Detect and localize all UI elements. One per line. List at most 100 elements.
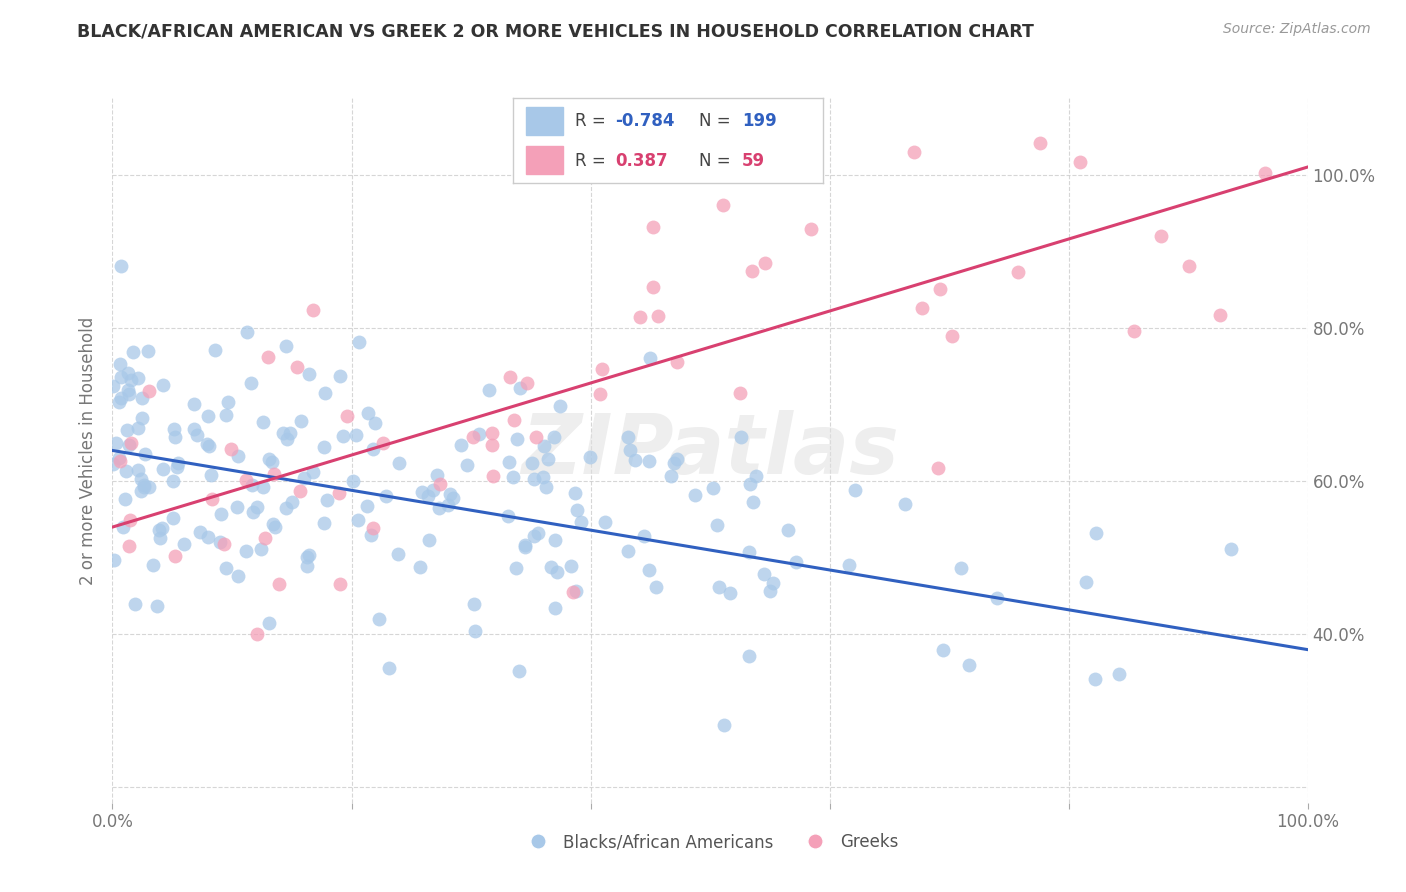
Point: [738, 545, 761, 559]
Point: [778, 523, 800, 537]
Y-axis label: 2 or more Vehicles in Household: 2 or more Vehicles in Household: [79, 317, 97, 584]
Point: [290, 414, 312, 428]
Point: [429, 477, 451, 491]
Point: [271, 426, 294, 441]
Text: N =: N =: [699, 152, 735, 169]
Point: [949, 560, 972, 574]
Point: [416, 489, 439, 503]
Point: [197, 409, 219, 423]
Point: [932, 642, 955, 657]
Point: [215, 560, 238, 574]
Point: [226, 568, 249, 582]
Point: [149, 531, 172, 545]
Point: [110, 391, 132, 405]
Point: [246, 627, 269, 641]
Point: [524, 430, 547, 444]
Point: [593, 515, 616, 529]
Point: [578, 450, 600, 464]
Point: [356, 499, 378, 513]
Point: [101, 379, 124, 393]
Point: [134, 477, 156, 491]
Point: [375, 490, 398, 504]
Point: [316, 493, 339, 508]
Point: [209, 507, 232, 521]
Point: [740, 477, 762, 491]
Point: [257, 615, 280, 630]
Point: [387, 547, 409, 561]
Point: [295, 558, 318, 573]
Point: [101, 457, 124, 471]
Point: [260, 455, 283, 469]
Point: [752, 566, 775, 581]
Point: [274, 501, 297, 516]
Point: [141, 558, 163, 572]
Point: [536, 452, 558, 467]
Point: [152, 462, 174, 476]
Point: [134, 480, 156, 494]
Point: [461, 430, 484, 444]
Point: [329, 577, 352, 591]
Point: [707, 580, 730, 594]
Point: [628, 310, 651, 325]
Point: [118, 438, 141, 452]
Point: [250, 542, 273, 557]
Point: [195, 437, 218, 451]
Point: [240, 376, 263, 390]
Point: [759, 584, 782, 599]
Point: [360, 527, 382, 541]
Point: [314, 440, 336, 454]
Point: [588, 387, 610, 401]
Text: Source: ZipAtlas.com: Source: ZipAtlas.com: [1223, 22, 1371, 37]
Point: [560, 558, 582, 573]
Point: [838, 558, 860, 573]
Point: [754, 256, 776, 270]
Point: [246, 500, 269, 514]
Point: [544, 601, 567, 615]
Point: [209, 535, 232, 549]
Point: [197, 530, 219, 544]
Point: [1029, 136, 1052, 150]
Point: [647, 309, 669, 323]
Point: [662, 456, 685, 470]
Point: [276, 432, 298, 446]
Point: [427, 500, 450, 515]
Point: [120, 435, 142, 450]
Point: [127, 421, 149, 435]
Point: [122, 344, 145, 359]
Point: [295, 550, 318, 565]
Point: [482, 468, 505, 483]
Point: [505, 561, 527, 575]
Point: [929, 282, 952, 296]
Point: [235, 544, 257, 558]
Point: [217, 395, 239, 409]
Point: [167, 456, 190, 470]
Point: [235, 473, 257, 487]
Point: [120, 513, 142, 527]
Point: [136, 344, 159, 359]
Point: [263, 467, 285, 482]
Point: [523, 472, 546, 486]
Point: [215, 408, 238, 422]
Point: [115, 464, 138, 478]
Point: [706, 517, 728, 532]
Point: [911, 301, 934, 315]
Point: [131, 411, 153, 425]
Point: [163, 549, 186, 563]
Point: [1084, 672, 1107, 686]
Point: [513, 540, 536, 554]
Point: [741, 264, 763, 278]
Point: [138, 384, 160, 398]
Point: [252, 480, 274, 494]
Point: [297, 548, 319, 562]
Point: [844, 483, 866, 497]
Point: [225, 500, 247, 515]
Point: [1150, 228, 1173, 243]
Point: [127, 371, 149, 385]
Point: [183, 422, 205, 436]
Point: [344, 428, 367, 442]
Point: [638, 351, 661, 366]
Point: [927, 460, 949, 475]
Point: [1069, 155, 1091, 169]
Point: [1220, 541, 1243, 556]
Point: [201, 492, 224, 507]
